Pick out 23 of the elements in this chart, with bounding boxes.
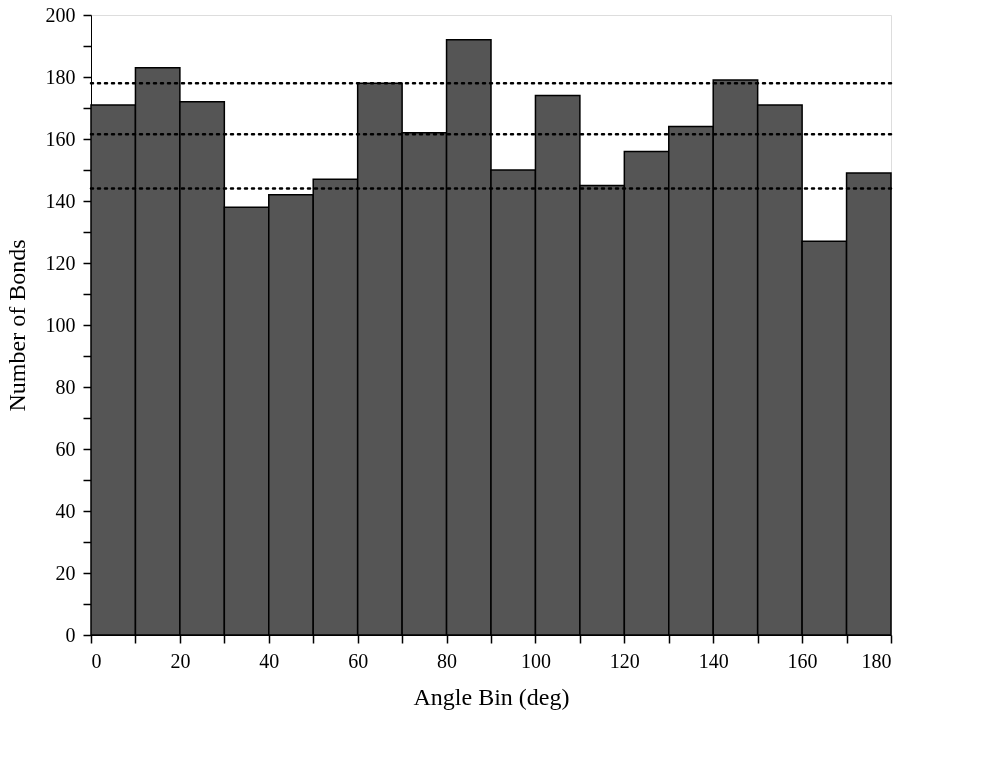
y-tick-label: 60 [55, 437, 76, 460]
y-tick-label: 0 [65, 623, 76, 646]
y-tick-label: 100 [45, 313, 76, 336]
x-tick-label: 140 [698, 649, 729, 672]
x-axis-title: Angle Bin (deg) [413, 683, 570, 710]
y-tick-label: 120 [45, 251, 76, 274]
y-tick-label: 20 [55, 561, 76, 584]
x-tick-label: 80 [437, 649, 458, 672]
y-tick-label: 160 [45, 127, 76, 150]
x-tick-label: 160 [787, 649, 818, 672]
x-tick-label: 40 [259, 649, 280, 672]
y-axis-title: Number of Bonds [3, 239, 30, 412]
x-tick-label: 0 [91, 649, 102, 672]
y-tick-label: 180 [45, 65, 76, 88]
x-tick-label: 120 [609, 649, 640, 672]
x-tick-label: 20 [170, 649, 191, 672]
y-tick-label: 140 [45, 189, 76, 212]
x-tick-label: 60 [348, 649, 369, 672]
y-tick-label: 200 [45, 3, 76, 26]
x-tick-label: 180 [861, 649, 892, 672]
x-tick-label: 100 [520, 649, 551, 672]
y-tick-label: 40 [55, 499, 76, 522]
y-tick-label: 80 [55, 375, 76, 398]
